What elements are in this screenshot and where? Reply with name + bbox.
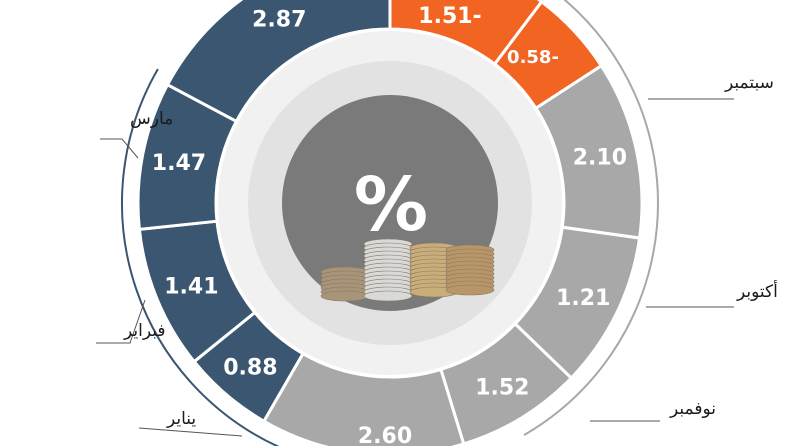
month-labels: يناير فبراير مارس سبتمبر أكتوبر نوفمبر bbox=[96, 73, 778, 437]
outer-ring-arcs bbox=[121, 0, 659, 446]
center-disc: % bbox=[218, 31, 562, 375]
month-label-2: مارس bbox=[130, 109, 173, 129]
coin bbox=[445, 284, 495, 296]
segment-9 bbox=[261, 351, 466, 446]
segment-3 bbox=[165, 0, 392, 124]
segment-value-4: 1.51- bbox=[418, 4, 481, 29]
segment-value-1: 1.41 bbox=[164, 274, 218, 299]
coins-icon bbox=[320, 238, 495, 302]
month-label-7: أكتوبر bbox=[736, 280, 778, 302]
segment-value-8: 1.52 bbox=[475, 375, 529, 400]
month-label-8: نوفمبر bbox=[669, 399, 716, 419]
leader-line-1 bbox=[96, 299, 146, 344]
percent-icon: % bbox=[354, 162, 428, 248]
donut-segments bbox=[136, 0, 644, 446]
month-label-0: يناير bbox=[166, 409, 196, 429]
segment-value-7: 1.21 bbox=[556, 286, 610, 311]
coin bbox=[363, 290, 413, 302]
month-label-6: سبتمبر bbox=[724, 73, 774, 93]
segment-value-5: 0.58- bbox=[507, 47, 559, 68]
leader-line-2 bbox=[100, 138, 139, 159]
segment-value-2: 1.47 bbox=[152, 151, 206, 176]
segment-value-6: 2.10 bbox=[573, 145, 627, 170]
segment-value-0: 0.88 bbox=[223, 355, 277, 380]
coin bbox=[320, 290, 370, 302]
month-label-1: فبراير bbox=[123, 321, 165, 341]
ring-arc-blue bbox=[121, 68, 280, 446]
ring-arc-gray bbox=[523, 0, 659, 436]
segment-value-labels: 0.88 1.41 1.47 2.87 1.51- 0.58- 2.10 1.21 1.52 2.… bbox=[152, 4, 627, 446]
segment-value-9: 2.60 bbox=[358, 424, 412, 446]
leader-line-0 bbox=[138, 427, 243, 437]
segment-value-3: 2.87 bbox=[252, 8, 306, 33]
